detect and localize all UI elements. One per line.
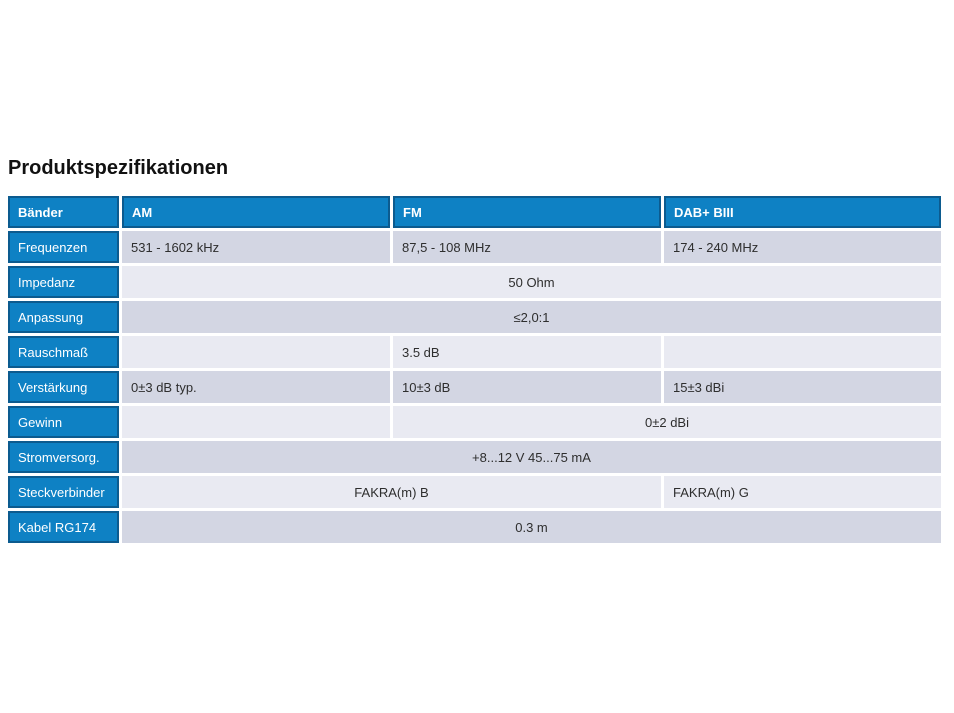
column-header-cell: AM <box>122 196 390 228</box>
page-title: Produktspezifikationen <box>8 157 229 179</box>
row-label-cell: Anpassung <box>8 301 119 333</box>
spec-value-cell: +8...12 V 45...75 mA <box>122 441 941 473</box>
spec-value-cell: 3.5 dB <box>393 336 661 368</box>
table-row: Rauschmaß 3.5 dB <box>8 336 941 368</box>
spec-table-header: Bänder AM FM DAB+ BIII <box>8 196 941 228</box>
row-label-cell: Impedanz <box>8 266 119 298</box>
spec-table-body: Frequenzen 531 - 1602 kHz 87,5 - 108 MHz 17… <box>8 231 941 543</box>
table-row: Steckverbinder FAKRA(m) B FAKRA(m) G <box>8 476 941 508</box>
row-label-cell: Gewinn <box>8 406 119 438</box>
spec-value-cell: 0.3 m <box>122 511 941 543</box>
table-row: Anpassung ≤2,0:1 <box>8 301 941 333</box>
row-label-cell: Kabel RG174 <box>8 511 119 543</box>
spec-value-cell <box>664 336 941 368</box>
corner-header-cell: Bänder <box>8 196 119 228</box>
spec-value-cell: 0±2 dBi <box>393 406 941 438</box>
row-label-cell: Verstärkung <box>8 371 119 403</box>
spec-value-cell <box>122 336 390 368</box>
spec-value-cell: 0±3 dB typ. <box>122 371 390 403</box>
row-label-cell: Frequenzen <box>8 231 119 263</box>
table-row: Impedanz 50 Ohm <box>8 266 941 298</box>
spec-value-cell <box>122 406 390 438</box>
column-header-cell: FM <box>393 196 661 228</box>
table-row: Kabel RG174 0.3 m <box>8 511 941 543</box>
table-row: Frequenzen 531 - 1602 kHz 87,5 - 108 MHz 17… <box>8 231 941 263</box>
row-label-cell: Stromversorg. <box>8 441 119 473</box>
spec-value-cell: 50 Ohm <box>122 266 941 298</box>
column-header-cell: DAB+ BIII <box>664 196 941 228</box>
table-row: Gewinn 0±2 dBi <box>8 406 941 438</box>
spec-value-cell: FAKRA(m) G <box>664 476 941 508</box>
row-label-cell: Rauschmaß <box>8 336 119 368</box>
table-row: Stromversorg. +8...12 V 45...75 mA <box>8 441 941 473</box>
spec-value-cell: 531 - 1602 kHz <box>122 231 390 263</box>
spec-value-cell: 174 - 240 MHz <box>664 231 941 263</box>
spec-value-cell: 10±3 dB <box>393 371 661 403</box>
spec-value-cell: 87,5 - 108 MHz <box>393 231 661 263</box>
spec-table: Bänder AM FM DAB+ BIII Frequenzen 531 - 1602… <box>5 193 944 546</box>
spec-value-cell: ≤2,0:1 <box>122 301 941 333</box>
spec-value-cell: FAKRA(m) B <box>122 476 661 508</box>
header-row: Bänder AM FM DAB+ BIII <box>8 196 941 228</box>
row-label-cell: Steckverbinder <box>8 476 119 508</box>
spec-value-cell: 15±3 dBi <box>664 371 941 403</box>
table-row: Verstärkung 0±3 dB typ. 10±3 dB 15±3 dBi <box>8 371 941 403</box>
